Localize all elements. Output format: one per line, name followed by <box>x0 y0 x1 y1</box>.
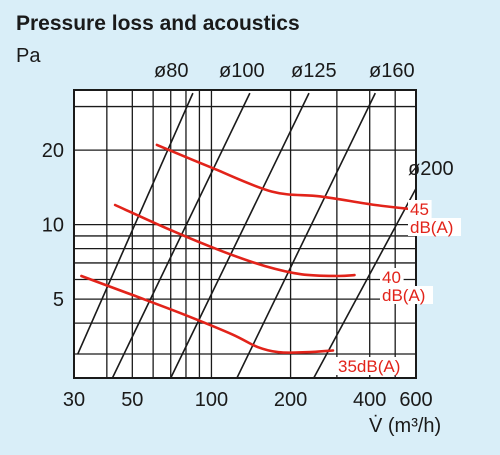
duct-line-3 <box>170 92 310 378</box>
series-label-bg <box>408 200 432 218</box>
x-axis-label: V̇ (m³/h) <box>369 415 441 437</box>
series-label-bg <box>380 268 404 286</box>
plot-area <box>74 90 416 378</box>
duct-line-1 <box>77 92 194 355</box>
series-line-3 <box>80 274 335 354</box>
y-tick-label: 5 <box>53 289 64 311</box>
series-label: 45 <box>410 200 429 219</box>
duct-label: ø100 <box>219 60 265 82</box>
series-label-bg <box>336 357 409 375</box>
x-tick-label: 100 <box>195 389 228 411</box>
duct-line-5 <box>313 188 416 378</box>
series-label: dB(A) <box>382 286 425 305</box>
duct-label: ø160 <box>369 60 415 82</box>
series-label: 40 <box>382 268 401 287</box>
series-label: dB(A) <box>410 218 453 237</box>
grid <box>74 90 416 378</box>
series-label: 35dB(A) <box>338 357 400 376</box>
x-tick-label: 200 <box>274 389 307 411</box>
x-tick-label: 400 <box>353 389 386 411</box>
noise-curves <box>80 143 418 354</box>
duct-label: ø80 <box>154 60 188 82</box>
duct-line-4 <box>236 92 377 378</box>
x-tick-labels: 30 50 100 200 400 600 <box>63 389 433 411</box>
y-axis-label: Pa <box>16 45 41 67</box>
series-label-bg <box>380 286 433 304</box>
y-tick-labels: 5 10 20 <box>42 140 64 311</box>
x-tick-label: 600 <box>399 389 432 411</box>
x-tick-label: 30 <box>63 389 85 411</box>
series-line-1 <box>155 143 418 211</box>
series-label-bg <box>408 218 461 236</box>
y-tick-label: 20 <box>42 140 64 162</box>
series-line-2 <box>113 203 356 278</box>
duct-label: ø200 <box>408 158 454 180</box>
duct-lines <box>77 92 416 378</box>
chart-title: Pressure loss and acoustics <box>16 12 300 35</box>
y-tick-label: 10 <box>42 215 64 237</box>
duct-label: ø125 <box>291 60 337 82</box>
x-tick-label: 50 <box>121 389 143 411</box>
